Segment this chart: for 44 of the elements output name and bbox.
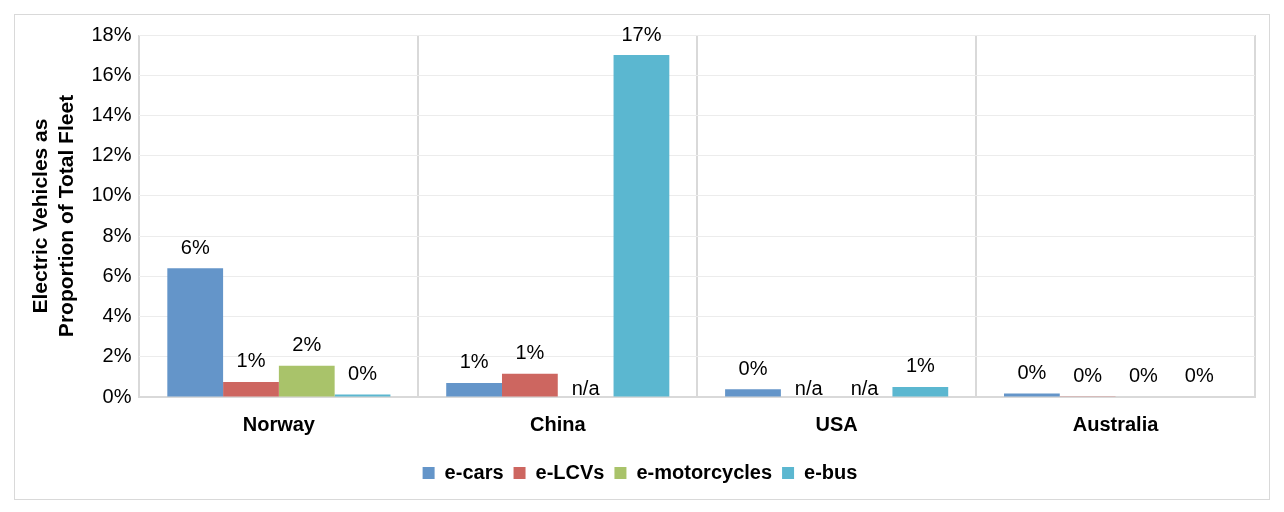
y-tick-label: 16% bbox=[91, 62, 132, 85]
bar bbox=[167, 268, 224, 397]
x-tick-label: Australia bbox=[1072, 412, 1160, 435]
data-label: 1% bbox=[236, 349, 266, 372]
y-tick-label: 2% bbox=[102, 344, 132, 367]
legend-label: e-motorcycles bbox=[636, 460, 773, 483]
data-label: 2% bbox=[292, 333, 322, 356]
bar bbox=[446, 382, 502, 397]
data-label: 0% bbox=[1017, 360, 1047, 383]
data-label: 0% bbox=[738, 356, 768, 379]
bar bbox=[892, 386, 949, 397]
data-label: 17% bbox=[621, 22, 662, 45]
text: n/a bbox=[794, 376, 823, 399]
data-label: 1% bbox=[459, 350, 489, 373]
y-tick-label: 0% bbox=[102, 384, 132, 407]
legend-label: e-cars bbox=[444, 460, 504, 483]
bar bbox=[223, 381, 279, 397]
data-label: 1% bbox=[905, 354, 935, 377]
bar bbox=[278, 365, 335, 397]
data-label: 0% bbox=[1128, 363, 1159, 386]
y-tick-label: 18% bbox=[91, 22, 132, 45]
y-axis-title: Electric Vehicles as Proportion of Total Fleet bbox=[28, 94, 77, 338]
y-tick-label: 10% bbox=[91, 183, 132, 206]
data-label: 6% bbox=[180, 235, 210, 258]
y-tick-label: 12% bbox=[91, 143, 132, 166]
data-label: 0% bbox=[1184, 364, 1214, 387]
legend-label: e-LCVs bbox=[535, 460, 605, 483]
data-label: 0% bbox=[1073, 364, 1103, 387]
data-label: 1% bbox=[515, 341, 545, 364]
x-tick-label: China bbox=[529, 412, 587, 435]
bar bbox=[725, 389, 781, 397]
text: n/a bbox=[571, 376, 600, 399]
bar bbox=[1004, 393, 1060, 397]
text: n/a bbox=[850, 376, 879, 399]
y-tick-label: 8% bbox=[102, 223, 132, 246]
data-label: 0% bbox=[348, 362, 378, 385]
x-tick-label: Norway bbox=[242, 412, 316, 435]
y-tick-label: 4% bbox=[102, 304, 132, 327]
y-tick-label: 14% bbox=[91, 102, 132, 125]
y-tick-label: 6% bbox=[102, 263, 132, 286]
x-tick-label: USA bbox=[815, 412, 858, 435]
bar bbox=[613, 55, 670, 397]
bar bbox=[501, 373, 558, 397]
legend-label: e-bus bbox=[804, 460, 858, 483]
